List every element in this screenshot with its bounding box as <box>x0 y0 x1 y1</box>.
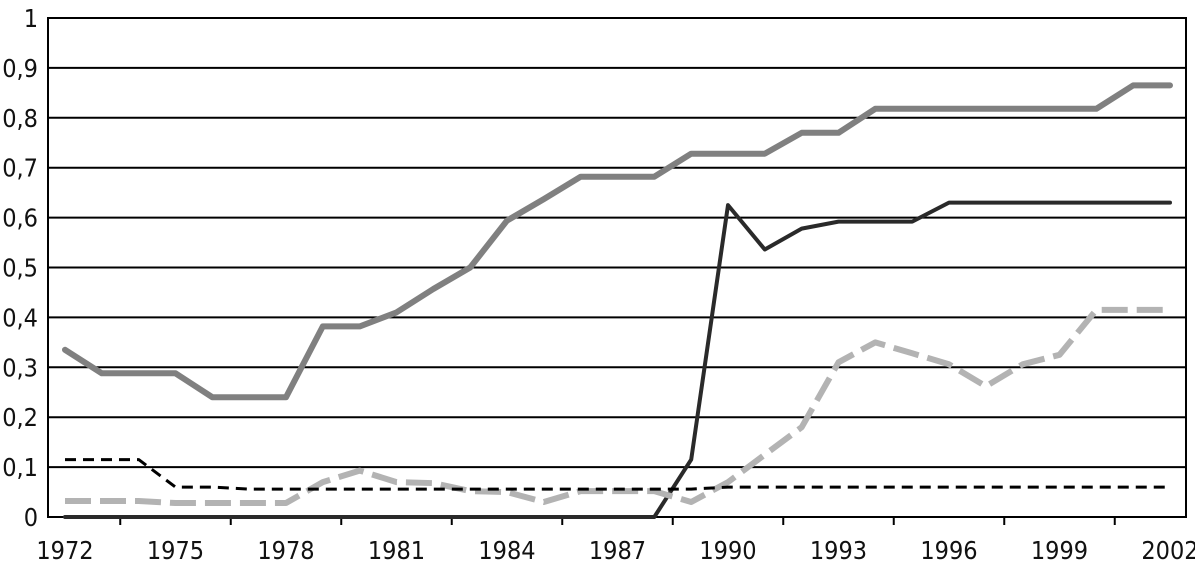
series-line-1 <box>62 82 1173 401</box>
y-tick-label: 0,5 <box>2 254 38 283</box>
x-tick-label: 1993 <box>810 536 867 564</box>
y-tick-label: 1 <box>24 4 38 33</box>
y-tick-label: 0,7 <box>2 154 38 183</box>
series-lines <box>62 82 1173 519</box>
y-tick-label: 0,6 <box>2 204 38 233</box>
series-line-2 <box>63 200 1172 519</box>
x-tick-label: 1996 <box>920 536 977 564</box>
x-tick-label: 1999 <box>1031 536 1088 564</box>
x-tick-label: 1975 <box>147 536 204 564</box>
x-tick-label: 2002 <box>1141 536 1195 564</box>
x-tick-label: 1987 <box>589 536 646 564</box>
series-line-4 <box>65 458 1170 491</box>
y-tick-label: 0,2 <box>2 403 38 432</box>
y-tick-label: 0 <box>24 503 38 532</box>
y-tick-label: 0,9 <box>2 54 38 83</box>
series-line-3 <box>65 306 1170 506</box>
x-tick-label: 1978 <box>257 536 314 564</box>
tick-labels: 0 0,1 0,2 0,3 0,4 0,5 0,6 0,7 0,8 0,9 1 1972 1975 197… <box>2 4 1195 564</box>
y-tick-label: 0,8 <box>2 104 38 133</box>
axes <box>47 17 1187 525</box>
x-tick-label: 1990 <box>699 536 756 564</box>
y-tick-label: 0,4 <box>2 303 38 332</box>
x-tick-label: 1972 <box>36 536 93 564</box>
x-tick-label: 1984 <box>478 536 535 564</box>
gridlines <box>48 17 1186 469</box>
y-tick-label: 0,1 <box>2 453 38 482</box>
y-tick-label: 0,3 <box>2 353 38 382</box>
x-tick-label: 1981 <box>368 536 425 564</box>
